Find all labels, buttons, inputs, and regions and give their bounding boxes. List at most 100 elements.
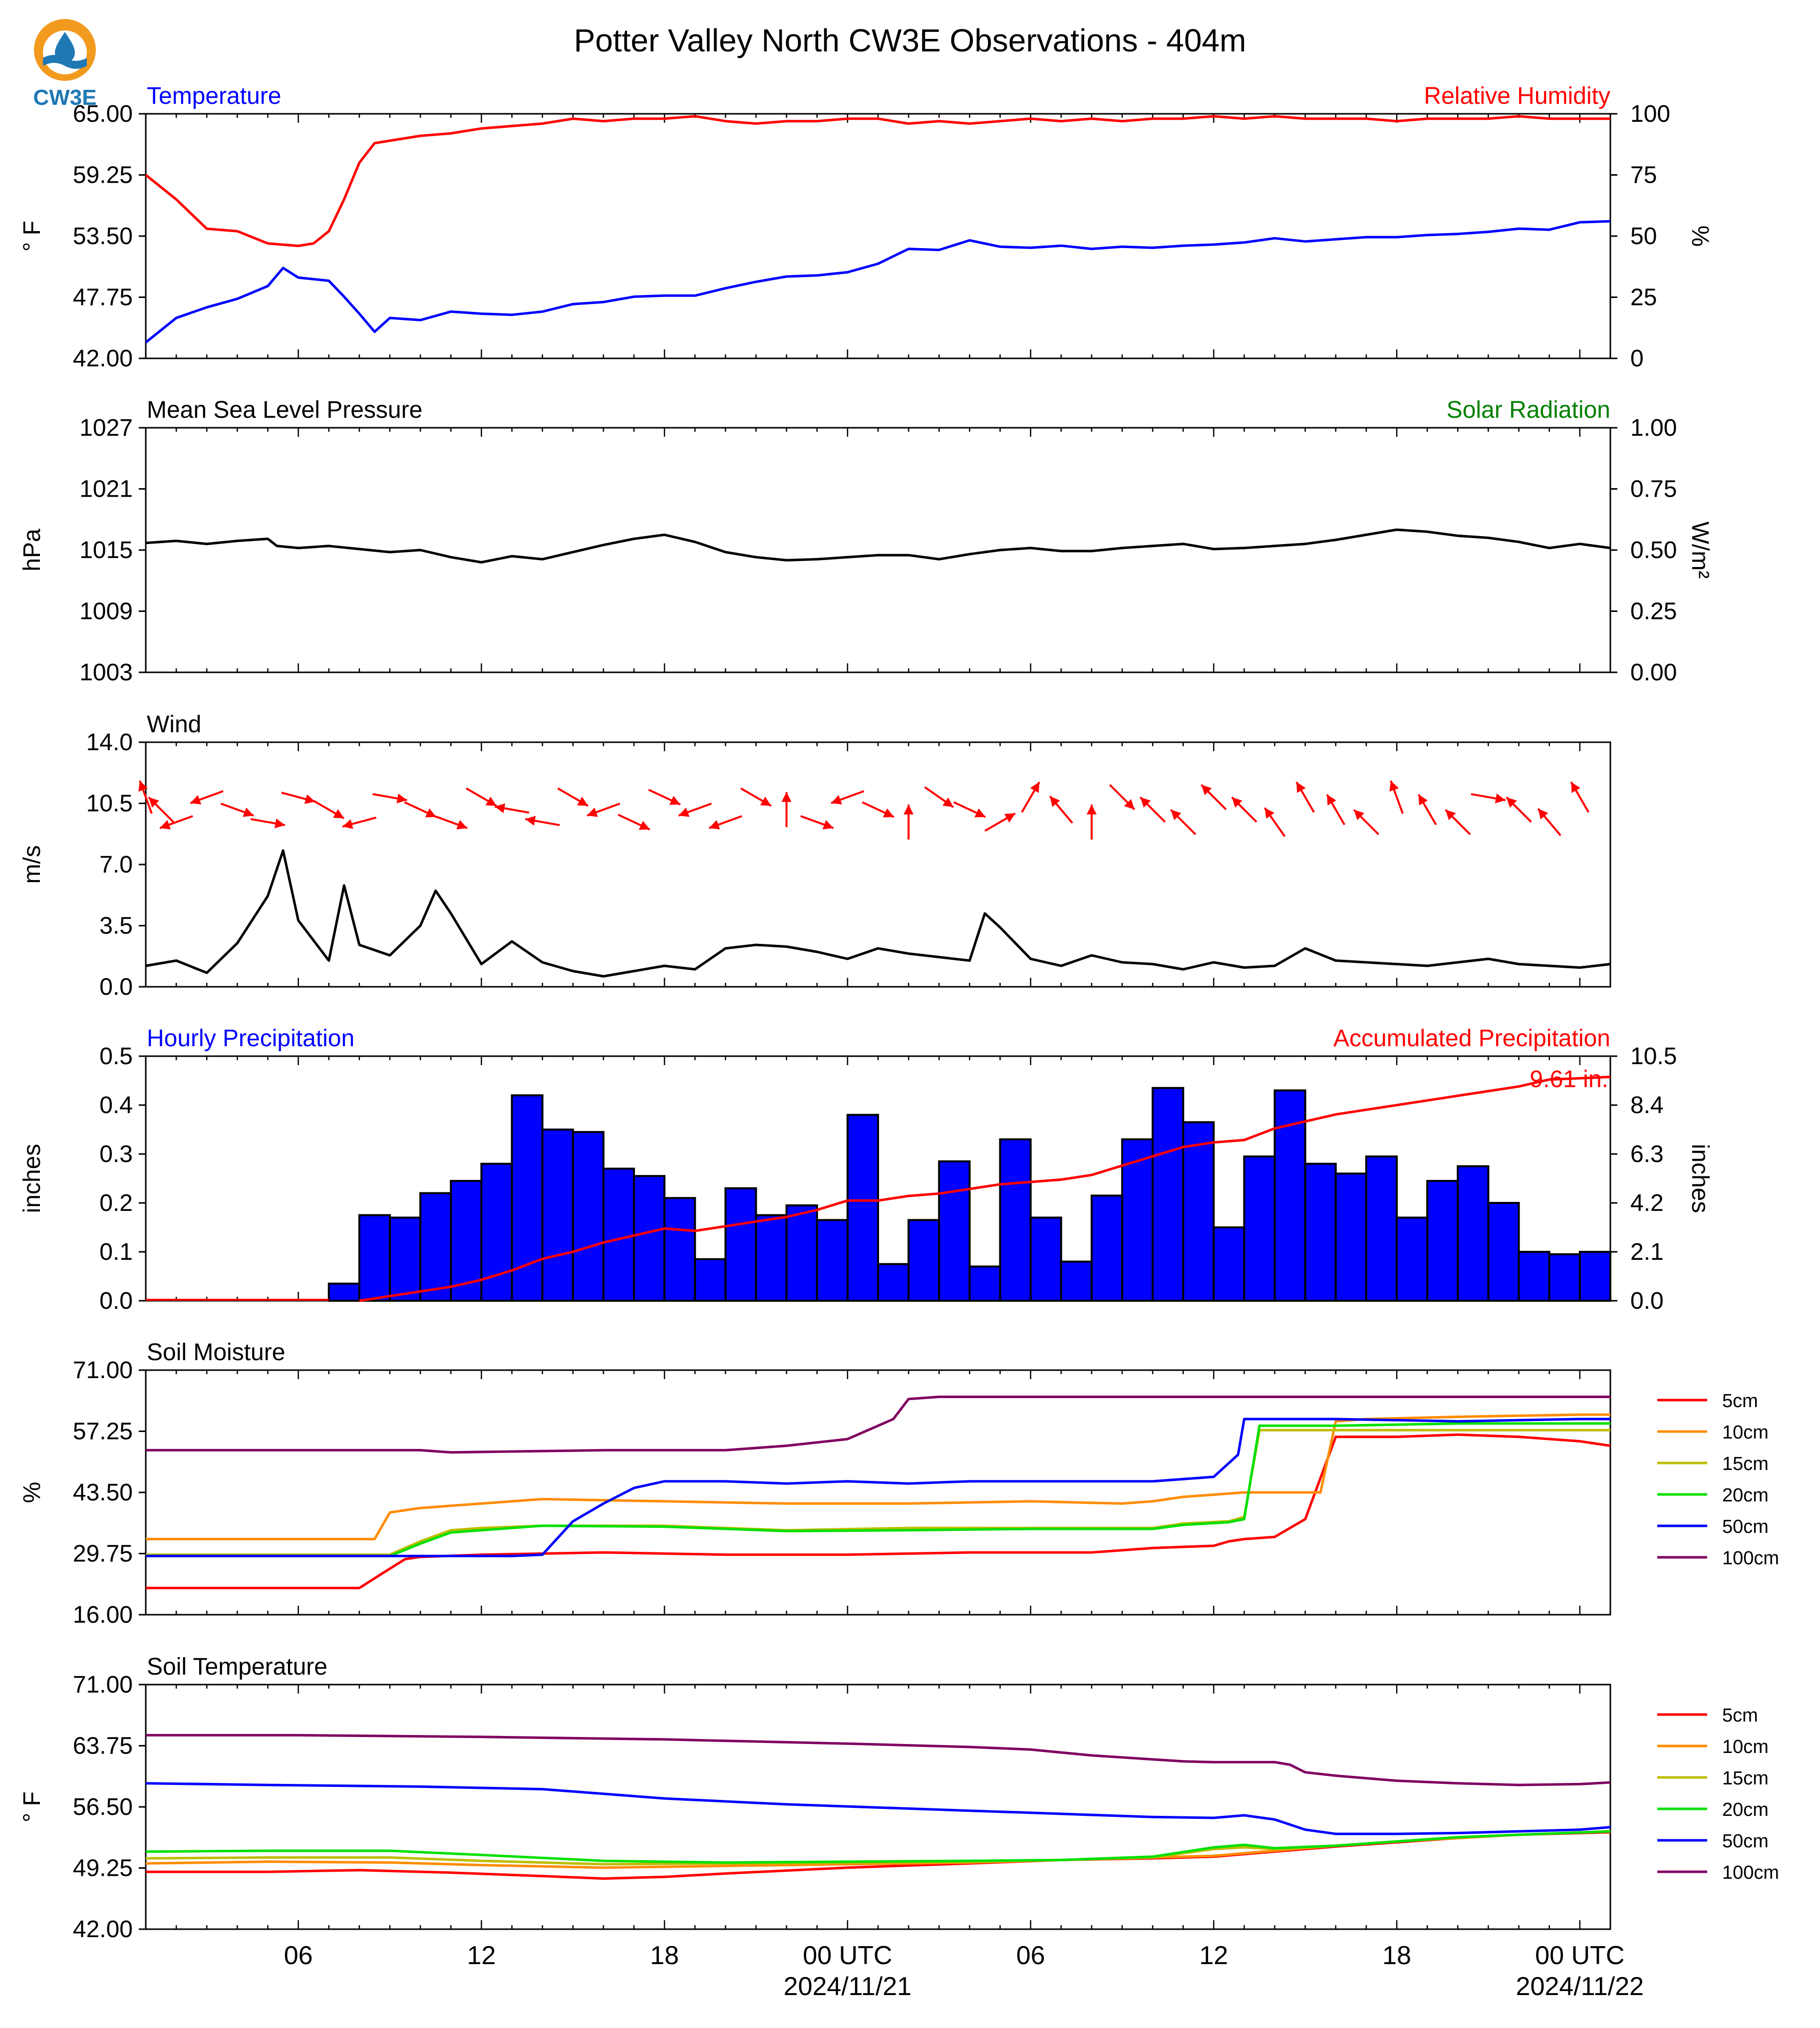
wind-arrow-head [1538, 809, 1548, 820]
y-tick-label-left: 0.2 [99, 1190, 133, 1216]
x-tick-label: 18 [1382, 1941, 1411, 1970]
y-tick-label-left: 0.1 [99, 1239, 133, 1265]
precip-bar [1060, 1260, 1093, 1302]
precip-bar [1487, 1202, 1520, 1302]
wind-arrow-head [1296, 782, 1306, 793]
wind-arrow-head [1445, 810, 1456, 821]
wind-arrow-head [781, 792, 792, 802]
x-tick-label: 06 [284, 1941, 313, 1970]
y-tick-label-left: 0.3 [99, 1141, 133, 1167]
legend-label-100cm: 100cm [1722, 1862, 1779, 1883]
series-line-100cm [146, 1734, 1611, 1786]
y-axis-label-right: W/m² [1687, 522, 1713, 579]
y-tick-label-right: 0.75 [1630, 476, 1677, 503]
x-date-label: 2024/11/22 [1516, 1972, 1644, 2001]
precip-bar [999, 1138, 1032, 1302]
panel-title-left: Hourly Precipitation [147, 1025, 354, 1052]
wind-arrow-head [495, 803, 506, 814]
series-line-20cm [145, 1830, 1611, 1864]
y-tick-label-left: 71.00 [73, 1672, 133, 1698]
y-tick-label-left: 43.50 [73, 1479, 133, 1506]
y-tick-label-left: 29.75 [73, 1541, 133, 1567]
legend-label-50cm: 50cm [1722, 1831, 1769, 1852]
wind-arrow-head [243, 807, 254, 817]
series-line-50cm [145, 1782, 1611, 1835]
y-tick-label-right: 0 [1630, 345, 1644, 372]
wind-arrow-head [485, 797, 497, 806]
precip-bar [846, 1114, 879, 1302]
wind-arrow-head [138, 781, 148, 792]
precip-bar [694, 1258, 727, 1302]
y-tick-label-right: 0.25 [1630, 598, 1677, 625]
legend-label-50cm: 50cm [1722, 1516, 1769, 1537]
y-tick-label-left: 0.4 [99, 1092, 133, 1119]
y-tick-label-right: 100 [1630, 101, 1670, 127]
y-tick-label-right: 1.00 [1630, 415, 1677, 441]
precip-bar [755, 1214, 788, 1302]
precip-bar [602, 1167, 635, 1302]
legend-label-5cm: 5cm [1722, 1705, 1758, 1726]
wind-arrow-head [425, 808, 436, 818]
wind-arrow-head [638, 821, 650, 830]
wind-arrow-head [1171, 810, 1182, 821]
wind-arrow-head [1124, 799, 1135, 810]
y-tick-label-right: 0.0 [1630, 1288, 1664, 1314]
y-tick-label-right: 50 [1630, 223, 1657, 250]
wind-arrow-head [525, 816, 536, 826]
precip-bar [1396, 1216, 1429, 1302]
x-tick-label: 06 [1016, 1941, 1045, 1970]
wind-arrow-head [587, 807, 598, 817]
y-tick-label-right: 0.00 [1630, 659, 1677, 686]
y-tick-label-left: 56.50 [73, 1794, 133, 1820]
panel-pressure_solar: Mean Sea Level Pressure Solar Radiation 10… [19, 397, 1713, 686]
y-tick-label-left: 7.0 [99, 852, 133, 878]
wind-arrow-head [1201, 785, 1212, 796]
y-tick-label-left: 53.50 [73, 223, 133, 250]
wind-arrow-head [904, 805, 914, 815]
y-tick-label-left: 1015 [79, 537, 133, 564]
figure-title: Potter Valley North CW3E Observations - … [574, 22, 1246, 58]
y-tick-label-left: 1027 [79, 415, 133, 441]
y-axis-label-right: inches [1687, 1144, 1713, 1213]
y-tick-label-left: 0.5 [99, 1043, 133, 1070]
precip-bar [724, 1187, 757, 1302]
y-tick-label-left: 63.75 [73, 1733, 133, 1759]
precip-bar [1029, 1216, 1062, 1302]
wind-arrow-head [342, 819, 353, 829]
series-line-100cm [146, 1396, 1610, 1454]
panel-title-left: Wind [147, 711, 201, 738]
wind-arrow-head [333, 809, 344, 819]
y-tick-label-right: 0.50 [1630, 537, 1677, 564]
precip-bar [541, 1129, 574, 1302]
legend-label-15cm: 15cm [1722, 1768, 1769, 1789]
series-line-accumulated-precipitation [359, 1076, 1611, 1302]
y-tick-label-left: 1009 [79, 598, 133, 625]
wind-arrow-head [1495, 793, 1506, 804]
x-tick-label: 12 [467, 1941, 496, 1970]
wind-arrow-head [669, 796, 680, 805]
logo-drop-icon [55, 32, 75, 63]
precip-bar [358, 1214, 391, 1302]
wind-arrow-head [942, 797, 953, 808]
wind-arrow-head [396, 793, 407, 804]
y-tick-label-left: 16.00 [73, 1602, 133, 1628]
wind-arrow-head [148, 797, 159, 808]
y-axis-label-left: hPa [19, 529, 45, 572]
precip-bar [633, 1175, 666, 1302]
wind-arrow-head [1030, 782, 1040, 793]
series-line-15cm [146, 1429, 1610, 1556]
wind-arrow-head [974, 808, 986, 818]
y-tick-label-right: 10.5 [1630, 1043, 1677, 1070]
series-line-20cm [146, 1422, 1610, 1557]
panel-wind: Wind 14.0 10.5 7.0 3.5 0.0 m/s [19, 711, 1611, 1000]
series-line-50cm [146, 1418, 1610, 1557]
precip-bar [1152, 1087, 1185, 1302]
cw3e-logo: CW3E [33, 19, 97, 110]
logo-text: CW3E [33, 85, 96, 110]
wind-arrow-head [1086, 805, 1097, 815]
wind-arrow-head [1506, 797, 1517, 808]
precip-bar [1365, 1155, 1398, 1302]
legend-label-10cm: 10cm [1722, 1422, 1769, 1443]
y-tick-label-right: 2.1 [1630, 1239, 1664, 1265]
panel-title-left: Soil Temperature [147, 1654, 327, 1680]
